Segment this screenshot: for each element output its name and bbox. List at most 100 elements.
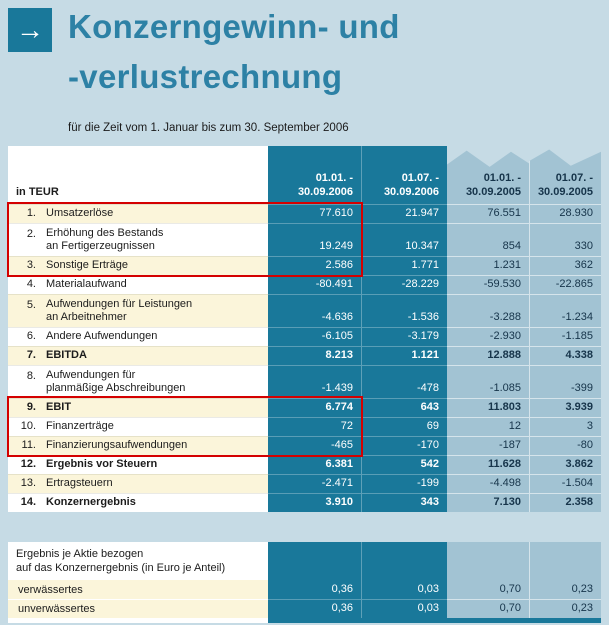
row-label: Aufwendungen für Leistungen an Arbeitnehm… [46,298,192,324]
value: -6.105 [321,330,353,342]
row-label: Konzernergebnis [46,496,136,509]
value: 542 [420,458,439,470]
eps-value-cell: 0,03 [361,580,447,599]
value: 362 [574,259,593,271]
table-row: 6. Andere Aufwendungen -6.105 -3.179 -2.930 -… [8,327,601,346]
row-label-cell: 3. Sonstige Erträge [8,256,268,275]
value: 3.910 [325,496,353,508]
value: 28.930 [559,207,593,219]
eps-value: 0,36 [331,602,353,614]
value: 1.231 [493,259,521,271]
value-cell: -22.865 [529,275,601,294]
row-number: 5. [26,299,36,311]
column-header-line1: 01.07. - [401,172,439,184]
row-label-cell: 6. Andere Aufwendungen [8,327,268,346]
table-row: 13. Ertragsteuern -2.471 -199 -4.498 -1.504 [8,474,601,493]
row-label: Ergebnis vor Steuern [46,458,157,471]
table-body: 1. Umsatzerlöse 77.610 21.947 76.551 28.930 2.… [8,204,601,512]
value-cell: 11.628 [447,455,529,474]
eps-header-spacer [361,542,447,580]
value-cell: -1.504 [529,474,601,493]
row-number: 12. [20,458,36,470]
value: -465 [330,439,353,451]
footer-teal-bar [268,618,601,623]
value-cell: 362 [529,256,601,275]
value: 10.347 [405,240,439,252]
page-title-line1: Konzerngewinn- und [68,8,400,45]
value: 3.862 [565,458,593,470]
value-cell: -1.234 [529,294,601,327]
value-cell: -4.498 [447,474,529,493]
earnings-per-share-table: Ergebnis je Aktie bezogen auf das Konzer… [8,542,601,623]
value-cell: 542 [361,455,447,474]
value: 11.803 [487,401,521,413]
report-period: für die Zeit vom 1. Januar bis zum 30. S… [68,122,349,134]
row-label-cell: 7. EBITDA [8,346,268,365]
value: 2.358 [565,496,593,508]
eps-value: 0,70 [499,602,521,614]
value-cell: 6.381 [268,455,361,474]
value: -2.930 [489,330,521,342]
value-cell: -1.185 [529,327,601,346]
value: 6.381 [325,458,353,470]
table-row: 1. Umsatzerlöse 77.610 21.947 76.551 28.930 [8,204,601,223]
row-label-cell: 5. Aufwendungen für Leistungen an Arbeitne… [8,294,268,327]
eps-header-spacer [447,542,529,580]
eps-header-spacer [529,542,601,580]
table-row: 10. Finanzerträge 72 69 12 3 [8,417,601,436]
eps-value-cell: 0,23 [529,599,601,618]
value-cell: 1.231 [447,256,529,275]
value: -1.504 [561,477,593,489]
row-label-line1: Andere Aufwendungen [46,330,158,342]
table-row: 11. Finanzierungsaufwendungen -465 -170 -187… [8,436,601,455]
row-label-line1: Aufwendungen für Leistungen [46,298,193,310]
eps-value-cell: 0,03 [361,599,447,618]
table-row: 7. EBITDA 8.213 1.121 12.888 4.338 [8,346,601,365]
row-label-cell: 8. Aufwendungen für planmäßige Abschreibun… [8,365,268,398]
value: 12.888 [487,349,521,361]
row-label-cell: 10. Finanzerträge [8,417,268,436]
value: -22.865 [555,278,593,290]
eps-value-cell: 0,36 [268,580,361,599]
value-cell: 21.947 [361,204,447,223]
row-label-line1: Erhöhung des Bestands [46,227,164,239]
row-label: Andere Aufwendungen [46,330,157,343]
table-row: 8. Aufwendungen für planmäßige Abschreibun… [8,365,601,398]
value-cell: 3 [529,417,601,436]
value: 12 [508,420,521,432]
value-cell: 3.939 [529,398,601,417]
row-label-cell: 4. Materialaufwand [8,275,268,294]
value-cell: 330 [529,223,601,256]
eps-value-cell: 0,23 [529,580,601,599]
value: -1.439 [321,382,353,394]
value-cell: 28.930 [529,204,601,223]
eps-value-cell: 0,36 [268,599,361,618]
column-header-2005-q3: 01.07. - 30.09.2005 [529,149,601,204]
column-header-2006-q3: 01.07. - 30.09.2006 [361,146,447,204]
row-label-cell: 1. Umsatzerlöse [8,204,268,223]
table-footer-bar [8,618,601,623]
eps-value-cell: 0,70 [447,599,529,618]
value-cell: 12 [447,417,529,436]
value-cell: 4.338 [529,346,601,365]
value-cell: -6.105 [268,327,361,346]
row-label-line2: an Arbeitnehmer [46,311,127,323]
income-statement-table: in TEUR 01.01. - 30.09.2006 01.07. - 30.… [7,146,601,512]
value-cell: 72 [268,417,361,436]
eps-value: 0,03 [417,583,439,595]
value: -478 [416,382,439,394]
value-cell: -28.229 [361,275,447,294]
row-label: EBIT [46,401,71,414]
eps-label-line2: auf das Konzernergebnis (in Euro je Ante… [16,562,226,574]
value-cell: -478 [361,365,447,398]
table-row: 2. Erhöhung des Bestands an Fertigerzeugni… [8,223,601,256]
page-title-line2: -verlustrechnung [68,58,343,95]
value: 854 [502,240,521,252]
value-cell: -59.530 [447,275,529,294]
value-cell: 76.551 [447,204,529,223]
row-label-line1: Ertragsteuern [46,477,113,489]
row-label-line1: Ergebnis vor Steuern [46,458,158,470]
value-cell: 2.586 [268,256,361,275]
value: 643 [420,401,439,413]
